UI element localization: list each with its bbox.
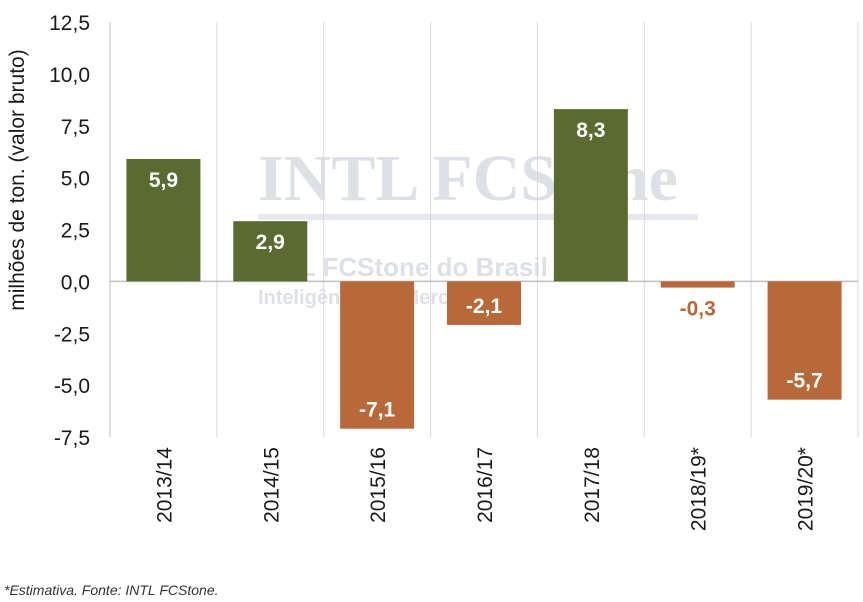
- bar: [233, 221, 308, 282]
- x-tick-label: 2019/20*: [795, 447, 818, 531]
- footnote: *Estimativa. Fonte: INTL FCStone.: [4, 582, 219, 598]
- bar: [553, 109, 628, 282]
- y-tick-label: 12,5: [49, 12, 90, 35]
- y-tick-label: 2,5: [61, 220, 90, 243]
- vertical-grid: [216, 22, 859, 437]
- y-axis-label: milhões de ton. (valor bruto): [6, 49, 29, 310]
- y-tick-label: 10,0: [49, 64, 90, 87]
- bar: [447, 281, 521, 325]
- y-tick-labels: 12,5 10,0 7,5 5,0 2,5 0,0 -2,5 -5,0 -7,5: [49, 12, 90, 450]
- watermark-stripe: [258, 214, 698, 220]
- y-tick-label: 7,5: [61, 116, 90, 139]
- x-tick-labels: 2013/14 2014/15 2015/16 2016/17 2017/18 2018/…: [153, 447, 817, 531]
- data-label: -5,7: [786, 370, 822, 393]
- y-tick-label: -5,0: [54, 375, 90, 398]
- x-tick-label: 2018/19*: [688, 447, 711, 531]
- data-label: -0,3: [680, 298, 716, 321]
- data-label: 2,9: [256, 231, 285, 254]
- bar: [126, 158, 201, 282]
- bars: [126, 109, 842, 429]
- x-tick-label: 2016/17: [474, 447, 497, 523]
- bar: [767, 281, 842, 400]
- y-tick-label: -7,5: [54, 427, 90, 450]
- y-tick-label: -2,5: [54, 323, 90, 346]
- x-tick-label: 2014/15: [260, 447, 283, 523]
- x-tick-label: 2015/16: [367, 447, 390, 523]
- data-label: 5,9: [149, 169, 178, 192]
- data-label: -2,1: [466, 295, 503, 318]
- axes: [109, 22, 858, 437]
- bar: [340, 281, 415, 429]
- data-label: -7,1: [359, 399, 396, 422]
- bar: [660, 281, 735, 288]
- y-tick-label: 0,0: [61, 271, 90, 294]
- value-labels: 5,9 2,9 -7,1 -2,1 8,3 -0,3 -5,7: [149, 119, 823, 422]
- data-label: 8,3: [576, 119, 605, 142]
- x-tick-label: 2013/14: [153, 447, 176, 523]
- y-tick-label: 5,0: [61, 168, 90, 191]
- x-tick-label: 2017/18: [581, 447, 604, 523]
